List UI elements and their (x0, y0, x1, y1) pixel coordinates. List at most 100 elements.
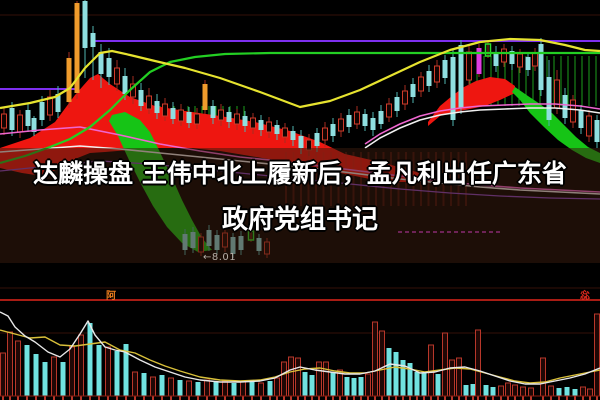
candle-body-up (266, 121, 272, 133)
volume-bar-cyan (33, 354, 39, 396)
candle-body-c (256, 238, 262, 251)
volume-bar-red (132, 371, 138, 397)
volume-bar-cyan (463, 385, 469, 396)
volume-bar-red (204, 379, 210, 397)
volume-bar-cyan (490, 387, 496, 396)
candle-body-up (466, 51, 472, 81)
candle-body-c (242, 116, 248, 126)
volume-bar-red (281, 361, 287, 397)
candle-body-c (258, 120, 264, 130)
volume-bar-cyan (24, 345, 30, 396)
candle-body-up (234, 113, 240, 125)
volume-bar-red (323, 361, 329, 397)
candle-body-c (493, 52, 499, 66)
volume-bar-red (372, 321, 378, 397)
volume-bar-red (288, 356, 294, 397)
volume-ma-white (0, 311, 600, 385)
candle-body-m (476, 48, 482, 74)
candle-body-c (346, 115, 352, 127)
volume-bar-cyan (400, 360, 406, 396)
candle-body-c (290, 131, 296, 140)
volume-bar-cyan (330, 372, 336, 396)
candle-body-c (82, 1, 88, 48)
volume-bar-red (168, 377, 174, 397)
candle-body-up (532, 52, 538, 67)
volume-bar-cyan (414, 372, 420, 396)
candle-body-c (226, 112, 232, 122)
volume-bar-cyan (159, 375, 165, 396)
candle-body-c (214, 235, 220, 250)
candle-body-c (154, 101, 160, 113)
volume-bar-red (0, 352, 6, 397)
volume-bar-cyan (267, 381, 273, 396)
candle-body-c (122, 76, 128, 94)
ma-line-green (0, 51, 600, 165)
candle-body-up (322, 127, 328, 141)
volume-bar-cyan (231, 383, 237, 396)
watermark-stamp-right: 惢 (580, 291, 590, 302)
candle-body-o (74, 3, 80, 93)
candle-body-up (218, 109, 224, 121)
candle-body-c (190, 232, 196, 248)
candle-body-up (338, 118, 344, 132)
candle-body-up (47, 96, 53, 116)
volume-bar-cyan (60, 362, 66, 396)
candle-body-c (458, 45, 464, 108)
candle-body-c (562, 95, 568, 118)
volume-bar-cyan (483, 385, 489, 396)
volume-bar-red (594, 313, 600, 397)
candle-body-c (370, 118, 376, 130)
volume-bar-red (528, 387, 534, 397)
candle-body-up (586, 115, 592, 137)
volume-bar-red (78, 334, 84, 397)
candle-body-c (362, 114, 368, 126)
volume-bar-cyan (393, 352, 399, 396)
volume-bar-red (548, 385, 554, 397)
volume-bar-red (222, 380, 228, 397)
candle-body-up (1, 113, 7, 129)
volume-bar-cyan (309, 375, 315, 396)
volume-bar-red (258, 382, 264, 397)
volume-bar-red (520, 386, 526, 397)
candle-body-c (55, 94, 61, 112)
volume-bar-cyan (123, 344, 129, 396)
candle-body-up (570, 99, 576, 123)
candle-body-up (386, 103, 392, 118)
candle-body-c (578, 110, 584, 128)
volume-bar-red (498, 385, 504, 397)
candle-body-c (90, 33, 96, 47)
candle-body-up (306, 139, 312, 151)
candle-body-up (264, 241, 270, 255)
candle-body-up (17, 114, 23, 133)
volume-bar-red (512, 384, 518, 397)
candle-body-up (517, 53, 523, 68)
candle-body-c (378, 111, 384, 124)
volume-bar-cyan (42, 362, 48, 396)
volume-bar-red (15, 340, 21, 397)
candle-body-up (194, 113, 200, 125)
candle-body-c (274, 125, 280, 134)
ma-line-magenta_u (364, 103, 600, 145)
volume-bar-red (51, 356, 57, 397)
candle-body-up (402, 90, 408, 105)
volume-bar-red (105, 346, 111, 397)
candle-body-up (501, 48, 507, 63)
candle-body-c (394, 97, 400, 111)
candle-body-up (250, 117, 256, 129)
candle-body-c (298, 136, 304, 148)
candle-body-up (146, 95, 152, 110)
candle-body-up (114, 67, 120, 85)
candle-body-up (178, 109, 184, 122)
ma-line-white_u (364, 107, 600, 149)
candle-body-c (538, 44, 544, 90)
volume-bar-cyan (177, 380, 183, 396)
volume-bar-red (442, 332, 448, 397)
volume-bar-cyan (213, 382, 219, 396)
candle-body-c (314, 133, 320, 146)
volume-bar-red (69, 346, 75, 397)
volume-bar-red (186, 380, 192, 397)
volume-bar-cyan (87, 323, 93, 396)
volume-bar-red (505, 382, 511, 397)
